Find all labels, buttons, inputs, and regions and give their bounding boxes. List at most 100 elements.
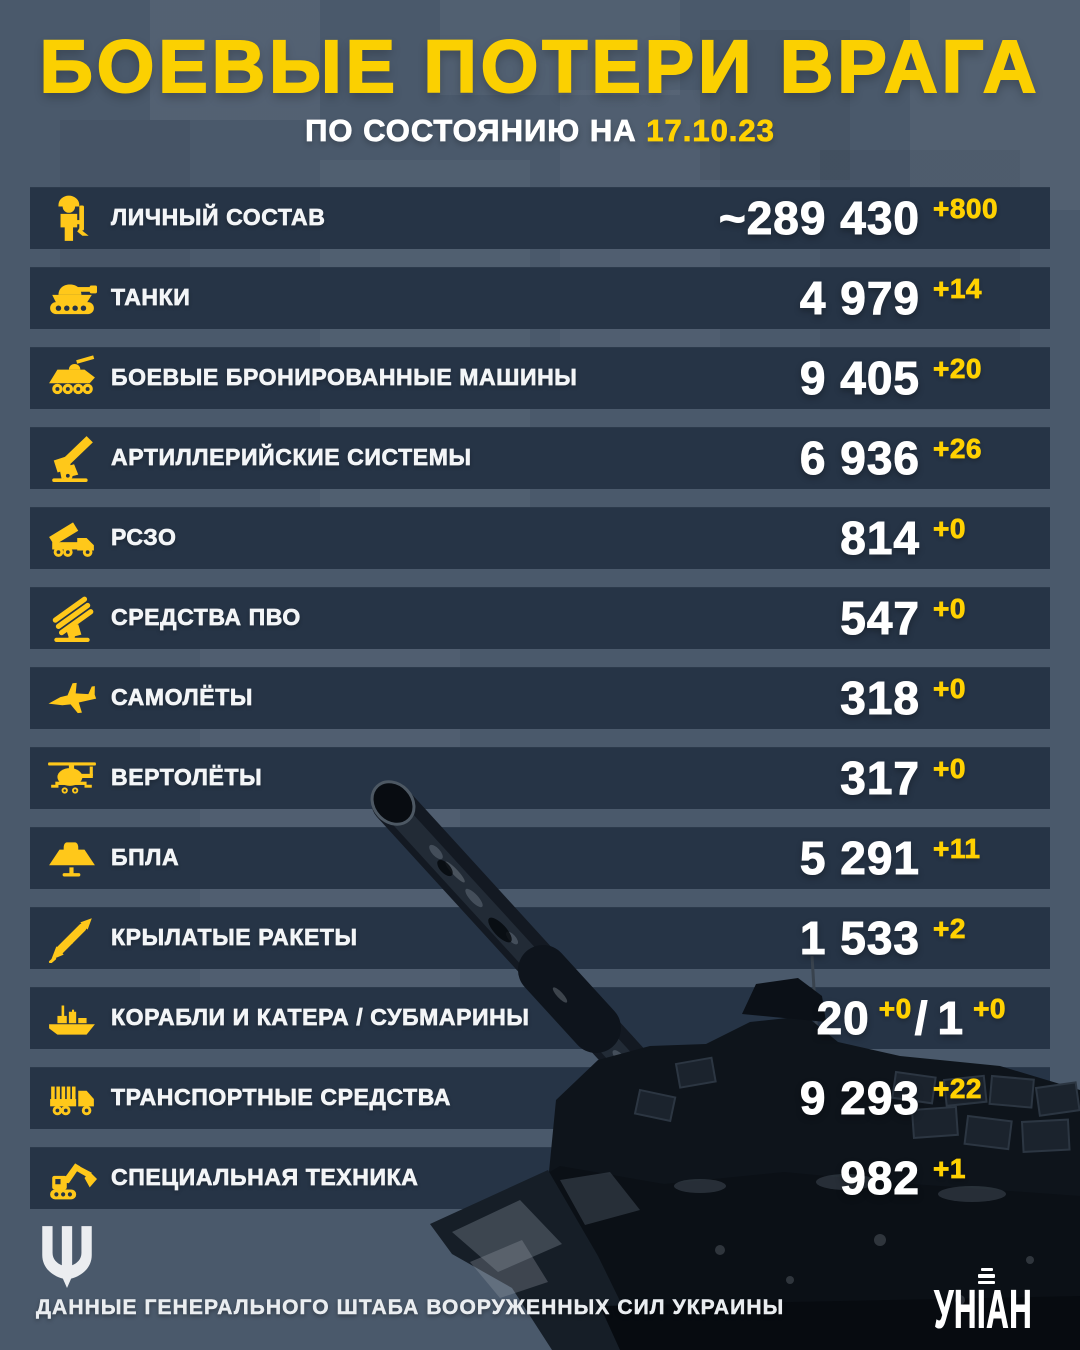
row-content: ТАНКИ 4 979 +14 xyxy=(30,267,1050,329)
daily-increment: +0 xyxy=(933,512,966,544)
daily-increment: +2 xyxy=(933,912,966,944)
value-group: ~289 430 +800 xyxy=(718,191,1050,244)
row-content: СПЕЦИАЛЬНАЯ ТЕХНИКА 982 +1 xyxy=(30,1147,1050,1209)
row-background xyxy=(30,186,1050,249)
loss-row: КОРАБЛИ И КАТЕРА / СУБМАРИНЫ 20 +0 / 1 +… xyxy=(30,986,1050,1049)
truck-icon xyxy=(46,1073,98,1123)
artillery-icon xyxy=(46,433,98,483)
category-label: СПЕЦИАЛЬНАЯ ТЕХНИКА xyxy=(111,1164,419,1191)
apc-icon xyxy=(46,353,98,403)
value-group: 317 +0 xyxy=(840,751,1050,804)
total-value: ~289 430 xyxy=(718,191,920,244)
row-content: САМОЛЁТЫ 318 +0 xyxy=(30,667,1050,729)
value-group: 4 979 +14 xyxy=(799,271,1050,324)
mlrs-icon xyxy=(46,513,98,563)
row-background xyxy=(30,346,1050,409)
category-label: БОЕВЫЕ БРОНИРОВАННЫЕ МАШИНЫ xyxy=(111,364,578,391)
daily-increment: +0 xyxy=(933,592,966,624)
excavator-icon xyxy=(46,1153,98,1203)
value-separator: / xyxy=(914,991,928,1044)
category-label: КРЫЛАТЫЕ РАКЕТЫ xyxy=(111,924,358,951)
daily-increment: +14 xyxy=(933,272,982,304)
total-value-2: 1 xyxy=(937,991,965,1044)
loss-row: ЛИЧНЫЙ СОСТАВ ~289 430 +800 xyxy=(30,186,1050,249)
subtitle: ПО СОСТОЯНИЮ НА 17.10.23 xyxy=(0,112,1080,149)
total-value: 4 979 xyxy=(799,271,920,324)
value-group: 5 291 +11 xyxy=(799,831,1050,884)
jet-icon xyxy=(46,673,98,723)
daily-increment: +26 xyxy=(933,432,982,464)
row-background xyxy=(30,586,1050,649)
category-label: БПЛА xyxy=(111,844,180,871)
subtitle-prefix: ПО СОСТОЯНИЮ НА xyxy=(305,112,637,148)
daily-increment: +22 xyxy=(933,1072,982,1104)
loss-row: ВЕРТОЛЁТЫ 317 +0 xyxy=(30,746,1050,809)
row-content: ЛИЧНЫЙ СОСТАВ ~289 430 +800 xyxy=(30,187,1050,249)
row-content: БПЛА 5 291 +11 xyxy=(30,827,1050,889)
page-title: БОЕВЫЕ ПОТЕРИ ВРАГА xyxy=(39,25,1041,108)
row-content: ВЕРТОЛЁТЫ 317 +0 xyxy=(30,747,1050,809)
loss-row: ТАНКИ 4 979 +14 xyxy=(30,266,1050,329)
losses-list: ЛИЧНЫЙ СОСТАВ ~289 430 +800 ТАНКИ 4 979 … xyxy=(30,186,1050,1209)
loss-row: БПЛА 5 291 +11 xyxy=(30,826,1050,889)
loss-row: СРЕДСТВА ПВО 547 +0 xyxy=(30,586,1050,649)
missile-icon xyxy=(46,913,98,963)
category-label: ЛИЧНЫЙ СОСТАВ xyxy=(111,204,326,231)
value-group: 9 405 +20 xyxy=(799,351,1050,404)
value-group: 1 533 +2 xyxy=(799,911,1050,964)
value-group: 547 +0 xyxy=(840,591,1050,644)
row-content: РСЗО 814 +0 xyxy=(30,507,1050,569)
total-value: 5 291 xyxy=(799,831,920,884)
loss-row: САМОЛЁТЫ 318 +0 xyxy=(30,666,1050,729)
report-date: 17.10.23 xyxy=(646,112,775,148)
value-group: 9 293 +22 xyxy=(799,1072,1050,1121)
header: БОЕВЫЕ ПОТЕРИ ВРАГА ПО СОСТОЯНИЮ НА 17.1… xyxy=(0,0,1080,149)
category-label: КОРАБЛИ И КАТЕРА / СУБМАРИНЫ xyxy=(111,1004,530,1031)
daily-increment: +0 xyxy=(878,992,912,1024)
daily-increment-2: +0 xyxy=(973,992,1006,1024)
value-group: 20 +0 / 1 +0 xyxy=(816,991,1050,1044)
daily-increment: +20 xyxy=(933,352,982,384)
row-background xyxy=(30,666,1050,729)
loss-row: КРЫЛАТЫЕ РАКЕТЫ 1 533 +2 xyxy=(30,906,1050,969)
category-label: АРТИЛЛЕРИЙСКИЕ СИСТЕМЫ xyxy=(111,444,472,471)
loss-row: СПЕЦИАЛЬНАЯ ТЕХНИКА 982 +1 xyxy=(30,1146,1050,1209)
air-defense-icon xyxy=(46,593,98,643)
soldier-icon xyxy=(46,193,98,243)
value-group: 318 +0 xyxy=(840,671,1050,724)
total-value: 814 xyxy=(840,511,920,564)
category-label: САМОЛЁТЫ xyxy=(111,684,254,711)
row-background xyxy=(30,426,1050,489)
helicopter-icon xyxy=(46,753,98,803)
row-content: БОЕВЫЕ БРОНИРОВАННЫЕ МАШИНЫ 9 405 +20 xyxy=(30,347,1050,409)
category-label: СРЕДСТВА ПВО xyxy=(111,604,301,631)
total-value: 6 936 xyxy=(799,431,920,484)
value-group: 6 936 +26 xyxy=(799,431,1050,484)
total-value: 20 xyxy=(816,991,870,1044)
row-content: КОРАБЛИ И КАТЕРА / СУБМАРИНЫ 20 +0 / 1 +… xyxy=(30,987,1050,1049)
loss-row: ТРАНСПОРТНЫЕ СРЕДСТВА 9 293 +22 xyxy=(30,1066,1050,1129)
total-value: 9 405 xyxy=(799,351,920,404)
loss-row: АРТИЛЛЕРИЙСКИЕ СИСТЕМЫ 6 936 +26 xyxy=(30,426,1050,489)
total-value: 317 xyxy=(840,751,920,804)
row-content: ТРАНСПОРТНЫЕ СРЕДСТВА 9 293 +22 xyxy=(30,1067,1050,1129)
daily-increment: +11 xyxy=(933,832,981,864)
category-label: ТРАНСПОРТНЫЕ СРЕДСТВА xyxy=(111,1084,452,1111)
total-value: 547 xyxy=(840,591,920,644)
row-background xyxy=(30,266,1050,329)
category-label: РСЗО xyxy=(111,524,177,551)
daily-increment: +1 xyxy=(933,1152,966,1184)
total-value: 982 xyxy=(840,1151,920,1204)
row-content: АРТИЛЛЕРИЙСКИЕ СИСТЕМЫ 6 936 +26 xyxy=(30,427,1050,489)
loss-row: БОЕВЫЕ БРОНИРОВАННЫЕ МАШИНЫ 9 405 +20 xyxy=(30,346,1050,409)
row-content: СРЕДСТВА ПВО 547 +0 xyxy=(30,587,1050,649)
daily-increment: +800 xyxy=(933,192,999,224)
total-value: 318 xyxy=(840,671,920,724)
tank-icon xyxy=(46,273,98,323)
total-value: 1 533 xyxy=(799,911,920,964)
row-content: КРЫЛАТЫЕ РАКЕТЫ 1 533 +2 xyxy=(30,907,1050,969)
loss-row: РСЗО 814 +0 xyxy=(30,506,1050,569)
value-group: 982 +1 xyxy=(840,1151,1050,1204)
ship-icon xyxy=(46,993,98,1043)
